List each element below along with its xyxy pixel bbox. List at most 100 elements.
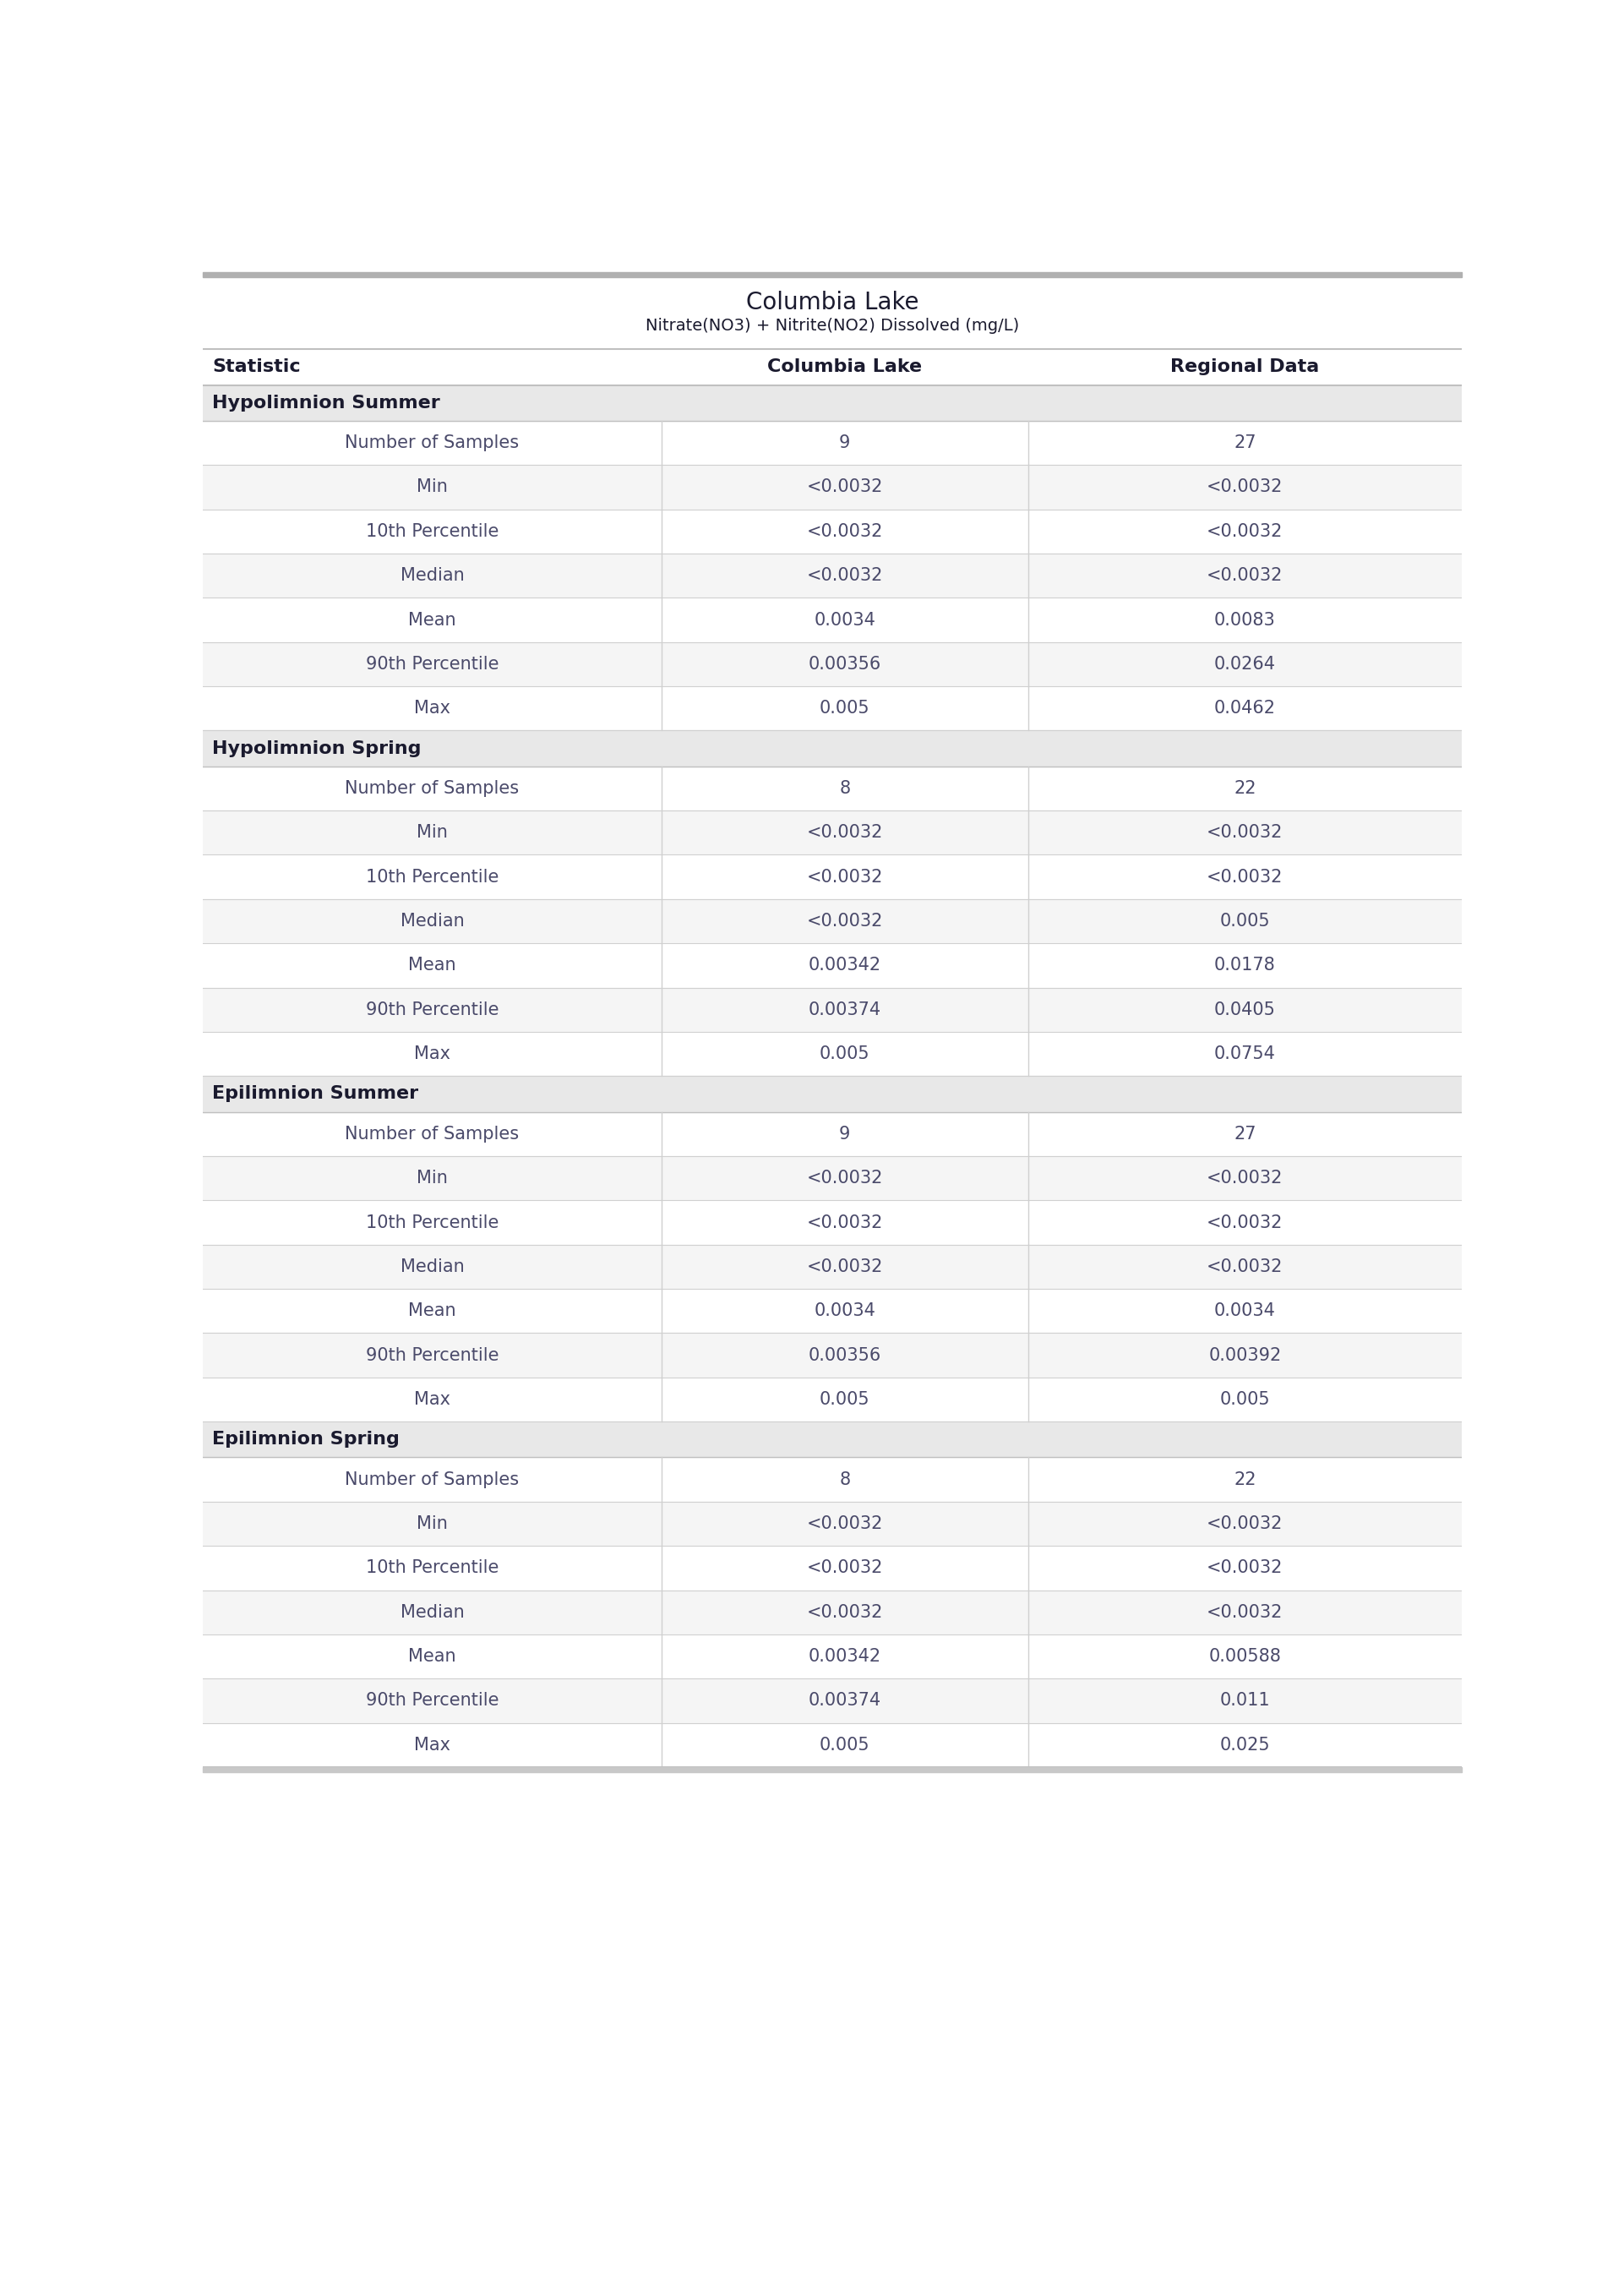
Bar [203, 465, 1462, 508]
Text: 9: 9 [840, 1126, 851, 1142]
Text: <0.0032: <0.0032 [1207, 1559, 1283, 1575]
Text: 8: 8 [840, 1471, 851, 1487]
Text: 0.005: 0.005 [820, 699, 870, 717]
Text: 0.00374: 0.00374 [809, 1001, 882, 1019]
Bar [203, 597, 1462, 642]
Bar [203, 554, 1462, 597]
Text: 0.0034: 0.0034 [814, 1303, 875, 1319]
Text: Min: Min [417, 1169, 448, 1187]
Text: 0.0405: 0.0405 [1215, 1001, 1275, 1019]
Bar [203, 731, 1462, 767]
Bar [203, 1201, 1462, 1244]
Text: 27: 27 [1234, 434, 1255, 452]
Text: Max: Max [414, 1737, 450, 1752]
Bar [203, 1421, 1462, 1457]
Text: Min: Min [417, 1516, 448, 1532]
Text: Epilimnion Spring: Epilimnion Spring [213, 1430, 400, 1448]
Text: 0.011: 0.011 [1220, 1693, 1270, 1709]
Bar [203, 508, 1462, 554]
Text: <0.0032: <0.0032 [1207, 1516, 1283, 1532]
Text: Median: Median [400, 913, 464, 931]
Text: 0.0034: 0.0034 [814, 611, 875, 629]
Text: <0.0032: <0.0032 [1207, 869, 1283, 885]
Text: 0.0264: 0.0264 [1215, 656, 1276, 672]
Text: 8: 8 [840, 781, 851, 797]
Text: Median: Median [400, 568, 464, 583]
Text: 90th Percentile: 90th Percentile [365, 1001, 499, 1019]
Text: 90th Percentile: 90th Percentile [365, 1693, 499, 1709]
Text: <0.0032: <0.0032 [1207, 1169, 1283, 1187]
Text: 0.00356: 0.00356 [809, 656, 882, 672]
Bar [203, 856, 1462, 899]
Bar [203, 1033, 1462, 1076]
Text: Regional Data: Regional Data [1171, 359, 1319, 375]
Text: 10th Percentile: 10th Percentile [365, 869, 499, 885]
Text: 0.005: 0.005 [820, 1046, 870, 1062]
Text: <0.0032: <0.0032 [807, 1516, 883, 1532]
Text: <0.0032: <0.0032 [807, 869, 883, 885]
Bar [203, 1634, 1462, 1678]
Bar [203, 1332, 1462, 1378]
Text: Mean: Mean [408, 611, 456, 629]
Text: Number of Samples: Number of Samples [346, 781, 520, 797]
Bar [203, 1591, 1462, 1634]
Text: Max: Max [414, 699, 450, 717]
Text: 90th Percentile: 90th Percentile [365, 1346, 499, 1364]
Bar [203, 1244, 1462, 1289]
Text: <0.0032: <0.0032 [1207, 824, 1283, 842]
Text: 0.00356: 0.00356 [809, 1346, 882, 1364]
Text: 0.005: 0.005 [820, 1737, 870, 1752]
Bar [203, 1076, 1462, 1112]
Text: <0.0032: <0.0032 [807, 568, 883, 583]
Bar [203, 944, 1462, 987]
Bar [203, 810, 1462, 856]
Text: 0.0178: 0.0178 [1215, 958, 1275, 974]
Bar [203, 272, 1462, 277]
Text: Columbia Lake: Columbia Lake [745, 291, 919, 313]
Text: Min: Min [417, 824, 448, 842]
Text: Epilimnion Summer: Epilimnion Summer [213, 1085, 419, 1103]
Text: <0.0032: <0.0032 [1207, 1214, 1283, 1230]
Text: 0.00342: 0.00342 [809, 958, 882, 974]
Text: Max: Max [414, 1046, 450, 1062]
Text: Mean: Mean [408, 1303, 456, 1319]
Bar [203, 1503, 1462, 1546]
Text: 0.005: 0.005 [820, 1392, 870, 1407]
Text: Hypolimnion Summer: Hypolimnion Summer [213, 395, 440, 411]
Text: <0.0032: <0.0032 [1207, 1258, 1283, 1276]
Text: Mean: Mean [408, 1648, 456, 1664]
Text: Number of Samples: Number of Samples [346, 1471, 520, 1487]
Text: 10th Percentile: 10th Percentile [365, 1559, 499, 1575]
Text: 0.00374: 0.00374 [809, 1693, 882, 1709]
Bar [203, 386, 1462, 420]
Bar [203, 1766, 1462, 1773]
Text: 0.00342: 0.00342 [809, 1648, 882, 1664]
Text: <0.0032: <0.0032 [807, 1169, 883, 1187]
Bar [203, 1378, 1462, 1421]
Text: 22: 22 [1234, 781, 1255, 797]
Text: 0.00588: 0.00588 [1208, 1648, 1281, 1664]
Text: 0.0462: 0.0462 [1215, 699, 1276, 717]
Text: <0.0032: <0.0032 [807, 913, 883, 931]
Text: 0.005: 0.005 [1220, 913, 1270, 931]
Text: 0.0754: 0.0754 [1215, 1046, 1275, 1062]
Text: 10th Percentile: 10th Percentile [365, 1214, 499, 1230]
Text: Nitrate(NO3) + Nitrite(NO2) Dissolved (mg/L): Nitrate(NO3) + Nitrite(NO2) Dissolved (m… [645, 318, 1020, 334]
Text: <0.0032: <0.0032 [807, 1559, 883, 1575]
Text: <0.0032: <0.0032 [807, 522, 883, 540]
Text: Median: Median [400, 1605, 464, 1621]
Text: 9: 9 [840, 434, 851, 452]
Bar [203, 1289, 1462, 1332]
Text: <0.0032: <0.0032 [807, 1258, 883, 1276]
Bar [203, 1112, 1462, 1155]
Text: Min: Min [417, 479, 448, 495]
Bar [203, 1546, 1462, 1591]
Text: 0.005: 0.005 [1220, 1392, 1270, 1407]
Text: Max: Max [414, 1392, 450, 1407]
Text: <0.0032: <0.0032 [1207, 568, 1283, 583]
Bar [203, 899, 1462, 944]
Bar [203, 1723, 1462, 1766]
Text: Statistic: Statistic [213, 359, 300, 375]
Bar [203, 1678, 1462, 1723]
Text: 90th Percentile: 90th Percentile [365, 656, 499, 672]
